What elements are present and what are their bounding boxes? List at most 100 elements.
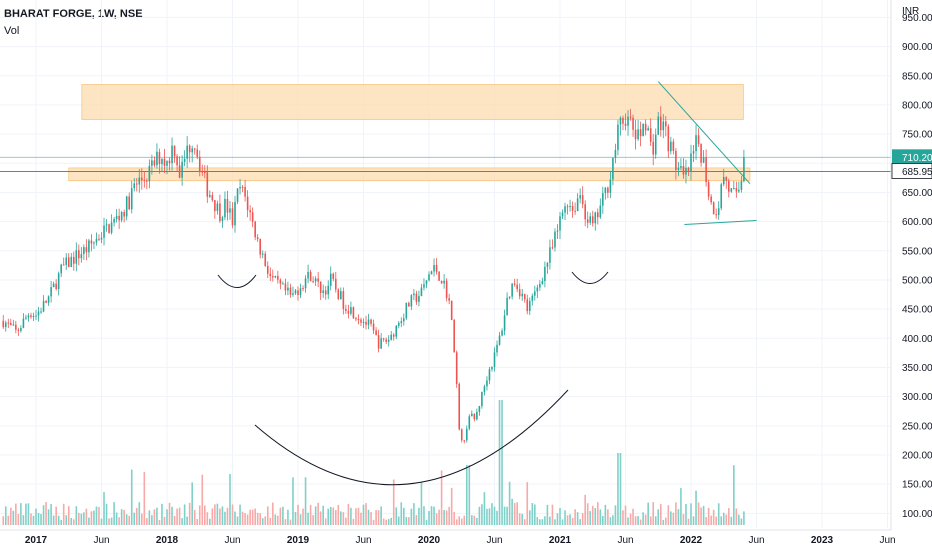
volume-bar: [743, 511, 745, 525]
candle-body: [659, 116, 662, 131]
volume-bar: [511, 498, 513, 525]
price-tick-label: 900.00: [902, 42, 932, 53]
volume-bar: [141, 513, 143, 525]
volume-bar: [418, 507, 420, 525]
volume-bar: [707, 507, 710, 525]
candle-body: [675, 150, 677, 170]
volume-bar: [687, 518, 690, 525]
volume-bar: [450, 487, 453, 525]
candle-body: [478, 406, 481, 412]
candle-body: [181, 161, 183, 178]
candle-body: [224, 198, 226, 218]
volume-bar: [413, 503, 415, 525]
volume-bar: [428, 511, 430, 525]
volume-bar: [486, 508, 488, 525]
candle-body: [35, 315, 37, 317]
volume-bar: [35, 508, 37, 525]
candle-body: [203, 172, 206, 174]
candle-body: [50, 287, 52, 297]
candle-body: [151, 160, 153, 166]
volume-bar: [722, 512, 725, 525]
volume-bar: [639, 519, 642, 525]
candle-body: [347, 310, 350, 314]
time-tick-label: 2022: [680, 535, 703, 546]
candle-body: [52, 283, 55, 288]
volume-bar: [100, 518, 103, 525]
volume-bar: [246, 514, 249, 525]
candle-body: [201, 171, 204, 173]
candle-body: [443, 280, 445, 284]
candle-body: [473, 413, 476, 420]
candle-body: [2, 320, 5, 328]
candle-body: [498, 335, 501, 345]
volume-bar: [50, 504, 52, 525]
candle-body: [156, 151, 158, 166]
candle-body: [22, 318, 25, 328]
volume-bar: [314, 506, 317, 525]
volume-bar: [634, 516, 637, 525]
volume-bar: [10, 507, 12, 525]
volume-bar: [569, 514, 571, 525]
candle-body: [604, 187, 607, 194]
volume-bar: [269, 517, 272, 525]
candle-body: [531, 295, 534, 302]
candle-body: [153, 160, 156, 166]
volume-bar: [299, 514, 302, 525]
time-tick-label: Jun: [617, 535, 633, 546]
candle-body: [146, 180, 148, 182]
candle-body: [662, 121, 665, 131]
volume-bar: [488, 508, 491, 525]
volume-bar: [322, 505, 324, 525]
volume-bar: [672, 512, 675, 525]
price-axis-bg: [891, 0, 932, 550]
volume-bar: [445, 510, 448, 525]
candle-body: [120, 212, 123, 221]
volume-bar: [350, 507, 352, 525]
volume-bar: [153, 509, 156, 525]
candle-body: [382, 338, 385, 340]
volume-bar: [2, 516, 5, 525]
candle-body: [617, 124, 619, 150]
candle-body: [428, 274, 430, 281]
volume-bar: [120, 509, 123, 525]
time-tick-label: Jun: [748, 535, 764, 546]
candle-body: [309, 271, 312, 282]
candle-body: [581, 195, 584, 205]
candle-body: [672, 141, 675, 151]
volume-bar: [697, 502, 700, 525]
candle-body: [244, 186, 246, 197]
volume-bar: [637, 516, 639, 525]
candle-body: [108, 224, 110, 233]
candle-body: [566, 206, 569, 208]
candle-body: [667, 126, 670, 152]
candle-body: [629, 116, 632, 118]
price-tick-label: 800.00: [902, 100, 932, 111]
candle-body: [513, 283, 516, 285]
candle-body: [229, 208, 231, 213]
candle-body: [450, 300, 453, 321]
volume-bar: [405, 517, 408, 525]
candle-body: [609, 179, 612, 193]
volume-bar: [410, 508, 413, 525]
candle-body: [211, 195, 214, 201]
volume-bar: [440, 470, 443, 525]
price-tick-label: 550.00: [902, 246, 932, 257]
volume-bar: [256, 512, 259, 525]
candle-body: [486, 380, 488, 387]
volume-bar: [652, 502, 655, 525]
candle-body: [521, 293, 524, 297]
candle-body: [508, 296, 511, 298]
candle-body: [324, 290, 327, 295]
candle-body: [634, 129, 637, 140]
volume-bar: [460, 518, 463, 525]
candle-body: [158, 151, 161, 165]
candle-body: [251, 212, 254, 222]
volume-bar: [186, 516, 188, 525]
candle-body: [423, 284, 425, 288]
volume-bar: [241, 511, 244, 525]
volume-bar: [392, 479, 395, 525]
volume-bar: [193, 509, 196, 525]
candle-body: [342, 291, 345, 309]
volume-bar: [80, 513, 83, 525]
